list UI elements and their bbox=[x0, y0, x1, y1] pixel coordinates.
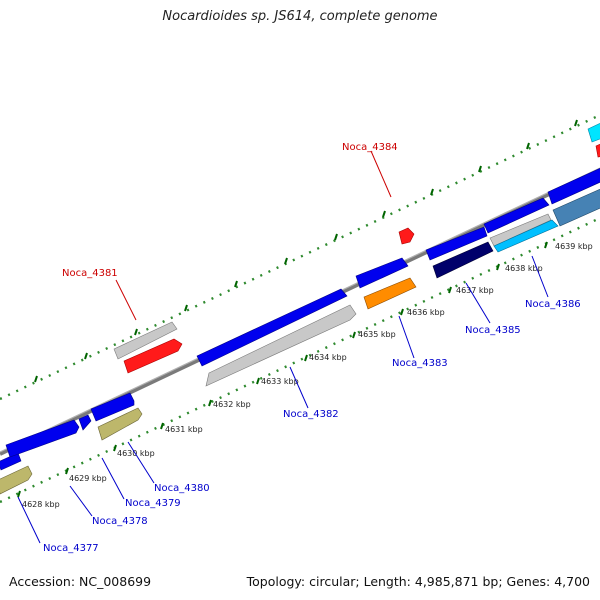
tick-label-4637: 4637 kbp bbox=[456, 286, 494, 295]
tick-label-4628: 4628 kbp bbox=[22, 500, 60, 509]
gene-arrow-blue[interactable] bbox=[90, 392, 135, 422]
gene-arrow-blue[interactable] bbox=[425, 226, 488, 261]
gene-label-noca4381[interactable]: Noca_4381 bbox=[62, 268, 118, 279]
gene-arrow-cyan[interactable] bbox=[493, 219, 559, 253]
gene-label-noca4378[interactable]: Noca_4378 bbox=[92, 516, 148, 527]
gene-label-noca4377[interactable]: Noca_4377 bbox=[43, 543, 99, 554]
reverse-strand-genes bbox=[0, 187, 600, 495]
gene-label-noca4379[interactable]: Noca_4379 bbox=[125, 498, 181, 509]
tick-labels: 4628 kbp 4629 kbp 4630 kbp 4631 kbp 4632… bbox=[22, 242, 593, 509]
gene-arrow-blue[interactable] bbox=[355, 257, 409, 289]
gene-arrow-red-noca4384[interactable] bbox=[398, 227, 415, 245]
genome-summary-text: Topology: circular; Length: 4,985,871 bp… bbox=[246, 574, 590, 589]
map-title: Nocardioides sp. JS614, complete genome bbox=[162, 9, 438, 24]
gene-label-noca4386[interactable]: Noca_4386 bbox=[525, 299, 581, 310]
gene-arrow-navy[interactable] bbox=[432, 241, 494, 279]
forward-strand-genes bbox=[0, 121, 600, 471]
gene-arrow-gray[interactable] bbox=[205, 304, 357, 387]
inner-major-ticks bbox=[17, 241, 548, 498]
gene-labels: Noca_4377 Noca_4378 Noca_4379 Noca_4380 … bbox=[43, 142, 581, 554]
tick-label-4636: 4636 kbp bbox=[407, 308, 445, 317]
gene-arrow-cyan[interactable] bbox=[587, 121, 600, 143]
gene-arrow-blue[interactable] bbox=[547, 166, 600, 205]
tick-label-4632: 4632 kbp bbox=[213, 400, 251, 409]
label-leaders bbox=[17, 150, 549, 544]
accession-text: Accession: NC_008699 bbox=[9, 574, 152, 589]
gene-arrow-blue[interactable] bbox=[5, 419, 80, 458]
gene-arrow-gray[interactable] bbox=[113, 321, 178, 360]
gene-arrow-steel[interactable] bbox=[552, 187, 600, 227]
tick-label-4631: 4631 kbp bbox=[165, 425, 203, 434]
gene-arrow-khaki[interactable] bbox=[97, 407, 143, 441]
gene-arrow-red-noca4381[interactable] bbox=[123, 338, 183, 374]
tick-label-4634: 4634 kbp bbox=[309, 353, 347, 362]
tick-label-4629: 4629 kbp bbox=[69, 474, 107, 483]
tick-label-4638: 4638 kbp bbox=[505, 264, 543, 273]
gene-arrow-gray[interactable] bbox=[489, 213, 552, 247]
gene-label-noca4380[interactable]: Noca_4380 bbox=[154, 483, 210, 494]
outer-dotted-ring bbox=[0, 113, 600, 401]
gene-label-noca4383[interactable]: Noca_4383 bbox=[392, 358, 448, 369]
gene-arrow-orange[interactable] bbox=[363, 277, 417, 310]
tick-label-4633: 4633 kbp bbox=[261, 377, 299, 386]
gene-arrow-blue[interactable] bbox=[483, 197, 550, 234]
gene-label-noca4384[interactable]: Noca_4384 bbox=[342, 142, 398, 153]
gene-arrow-khaki[interactable] bbox=[0, 465, 33, 495]
tick-label-4639: 4639 kbp bbox=[555, 242, 593, 251]
gene-arrow-blue[interactable] bbox=[78, 414, 92, 431]
inner-dotted-ring bbox=[0, 216, 600, 504]
gene-arrow-red[interactable] bbox=[595, 142, 600, 158]
outer-major-ticks bbox=[34, 119, 578, 383]
gene-label-noca4382[interactable]: Noca_4382 bbox=[283, 409, 339, 420]
gene-arrow-blue[interactable] bbox=[196, 288, 348, 367]
tick-label-4635: 4635 kbp bbox=[358, 330, 396, 339]
gene-label-noca4385[interactable]: Noca_4385 bbox=[465, 325, 521, 336]
